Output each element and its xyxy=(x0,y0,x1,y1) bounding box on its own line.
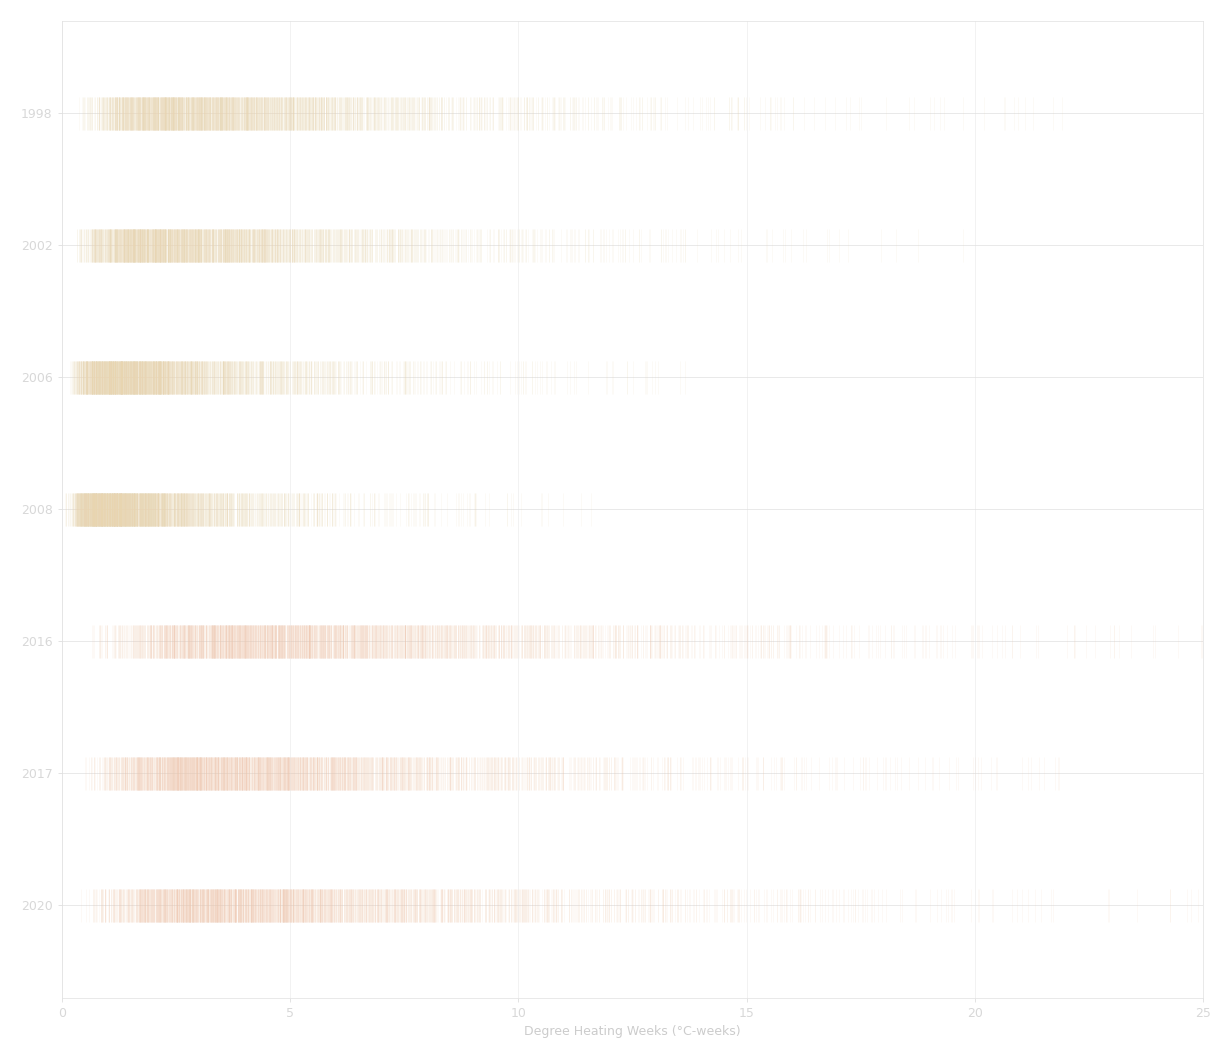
X-axis label: Degree Heating Weeks (°C-weeks): Degree Heating Weeks (°C-weeks) xyxy=(524,1025,740,1038)
